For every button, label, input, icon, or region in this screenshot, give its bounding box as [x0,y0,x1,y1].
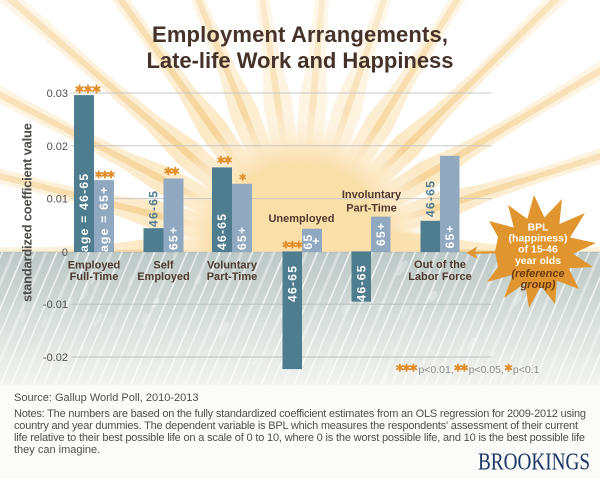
svg-text:65+: 65+ [235,226,249,250]
svg-text:p<0.01,: p<0.01, [418,364,453,376]
svg-text:Out of the: Out of the [414,259,466,271]
svg-text:(reference: (reference [511,268,564,280]
svg-text:-0.01: -0.01 [43,299,68,311]
svg-text:46-65: 46-65 [354,264,368,301]
svg-text:Late-life Work and Happiness: Late-life Work and Happiness [147,48,454,73]
svg-text:46-65: 46-65 [215,213,229,250]
svg-text:Employed: Employed [68,259,121,271]
svg-text:BPL: BPL [528,222,550,234]
svg-text:year olds: year olds [515,255,561,267]
svg-text:country and year dummies. The: country and year dummies. The dependent … [14,420,578,432]
svg-text:46-65: 46-65 [423,180,437,217]
svg-text:(happiness): (happiness) [509,233,568,245]
svg-text:+: + [309,236,323,244]
svg-text:Part-Time: Part-Time [346,202,397,214]
svg-text:46-65: 46-65 [147,190,161,227]
svg-text:0.01: 0.01 [47,194,68,206]
svg-text:of 15-46: of 15-46 [518,244,558,256]
svg-text:65+: 65+ [443,224,457,248]
svg-text:age = 46-65: age = 46-65 [77,173,91,252]
svg-text:Part-Time: Part-Time [207,271,258,283]
svg-text:46-65: 46-65 [285,265,299,302]
svg-text:Involuntary: Involuntary [342,189,402,201]
svg-text:age = 65+: age = 65+ [97,186,111,252]
svg-text:0.03: 0.03 [47,88,68,100]
svg-text:BROOKINGS: BROOKINGS [478,450,590,476]
svg-text:65+: 65+ [167,226,181,250]
svg-text:Employed: Employed [137,271,190,283]
svg-text:Unemployed: Unemployed [268,213,334,225]
svg-text:Labor Force: Labor Force [408,271,472,283]
svg-text:life relative to their best po: life relative to their best possible lif… [14,432,585,444]
svg-text:-0.02: -0.02 [43,352,68,364]
svg-text:65+: 65+ [374,222,388,246]
svg-text:group): group) [520,279,556,291]
svg-text:0.02: 0.02 [47,141,68,153]
svg-text:Employment Arrangements,: Employment Arrangements, [152,22,448,47]
svg-text:Notes: The numbers are based o: Notes: The numbers are based on the full… [14,408,586,420]
svg-text:0: 0 [62,247,68,259]
svg-text:65: 65 [301,234,315,250]
svg-text:p<0.05,: p<0.05, [469,364,504,376]
svg-text:p<0.1: p<0.1 [513,364,540,376]
svg-text:Voluntary: Voluntary [207,259,258,271]
svg-text:Source: Gallup World Poll, 201: Source: Gallup World Poll, 2010-2013 [14,392,198,404]
svg-text:Self: Self [153,259,174,271]
svg-text:Full-Time: Full-Time [70,271,119,283]
svg-text:standardized coefficient value: standardized coefficient value [20,123,35,302]
svg-text:they can imagine.: they can imagine. [14,444,100,456]
